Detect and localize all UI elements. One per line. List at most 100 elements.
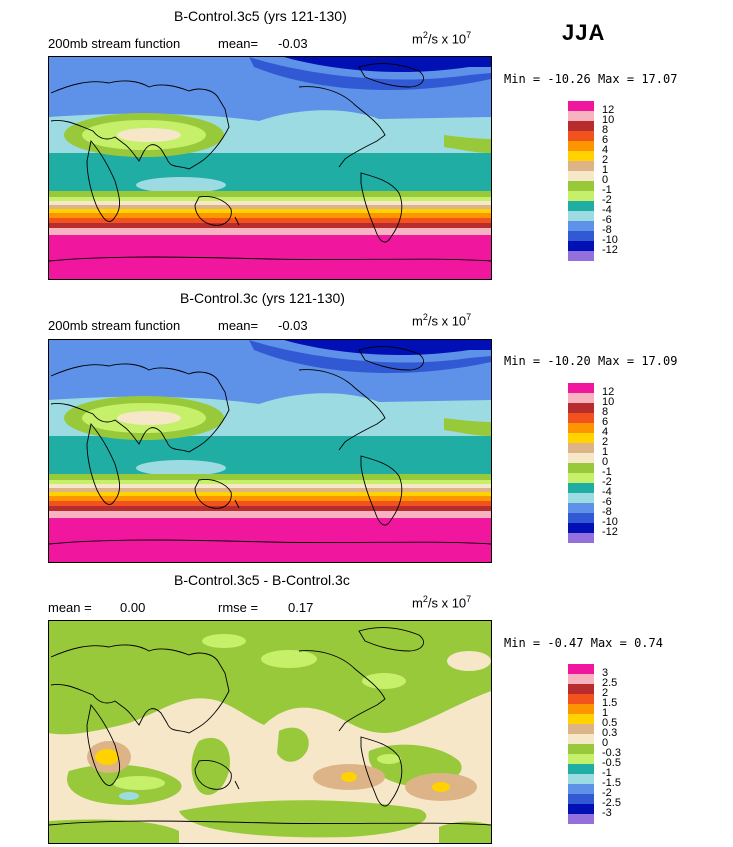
colorbar-swatch — [568, 784, 594, 794]
colorbar-swatch — [568, 111, 594, 121]
panel-2-variable-label: 200mb stream function — [48, 318, 181, 333]
colorbar-swatch — [568, 513, 594, 523]
panel-3-units: m2/s x 107 — [412, 594, 472, 611]
colorbar-label: 2.5 — [602, 677, 618, 689]
colorbar-swatch — [568, 473, 594, 483]
colorbar-swatch — [568, 503, 594, 513]
panel-1-variable-label: 200mb stream function — [48, 36, 181, 51]
panel-1-mean-value: -0.03 — [278, 36, 308, 51]
colorbar-swatch — [568, 523, 594, 533]
colorbar-label: 1 — [602, 707, 609, 719]
colorbar-label: 1.5 — [602, 697, 618, 709]
colorbar-swatch — [568, 403, 594, 413]
panel-2-mean-value: -0.03 — [278, 318, 308, 333]
colorbar-swatch — [568, 161, 594, 171]
panel-3-mean-value: 0.00 — [120, 600, 146, 615]
panel-3-mean-label: mean = — [48, 600, 92, 615]
colorbar-label: 10 — [602, 396, 615, 408]
colorbar-swatch — [568, 101, 594, 111]
colorbar-swatch — [568, 744, 594, 754]
colorbar-label: -1 — [602, 466, 612, 478]
colorbar-label: -1 — [602, 184, 612, 196]
colorbar-swatch — [568, 423, 594, 433]
colorbar-label: -6 — [602, 214, 612, 226]
colorbar-swatch — [568, 463, 594, 473]
colorbar-label: -1.5 — [602, 777, 621, 789]
colorbar-swatch — [568, 191, 594, 201]
colorbar-swatch — [568, 493, 594, 503]
colorbar-swatch — [568, 804, 594, 814]
colorbar-label: -2 — [602, 787, 612, 799]
colorbar-swatch — [568, 181, 594, 191]
colorbar-label: 6 — [602, 416, 609, 428]
colorbar-swatch — [568, 413, 594, 423]
season-label: JJA — [562, 20, 606, 45]
colorbar-label: -0.3 — [602, 747, 621, 759]
colorbar-swatch — [568, 794, 594, 804]
colorbar-label: -4 — [602, 204, 612, 216]
colorbar-swatch — [568, 814, 594, 824]
colorbar-label: -4 — [602, 486, 612, 498]
colorbar-label: 8 — [602, 406, 609, 418]
panel-1-map — [48, 56, 492, 280]
colorbar-swatch — [568, 201, 594, 211]
colorbar-label: 0 — [602, 174, 609, 186]
panel-2-map — [48, 339, 492, 563]
colorbar-label: -10 — [602, 234, 618, 246]
colorbar-label: -8 — [602, 506, 612, 518]
colorbar-swatch — [568, 684, 594, 694]
colorbar-swatch — [568, 533, 594, 543]
panel-3-title: B-Control.3c5 - B-Control.3c — [174, 572, 350, 588]
panel-2-mean-label: mean= — [218, 318, 259, 333]
colorbar-label: -0.5 — [602, 757, 621, 769]
colorbar-swatch — [568, 443, 594, 453]
colorbar-label: 2 — [602, 436, 609, 448]
colorbar-swatch — [568, 714, 594, 724]
colorbar-swatch — [568, 764, 594, 774]
colorbar-label: -2 — [602, 194, 612, 206]
colorbar-label: 1 — [602, 446, 609, 458]
colorbar-swatch — [568, 393, 594, 403]
panel-2-title: B-Control.3c (yrs 121-130) — [180, 290, 345, 306]
colorbar-swatch — [568, 674, 594, 684]
colorbar-label: -6 — [602, 496, 612, 508]
colorbar-swatch — [568, 704, 594, 714]
colorbar-swatch — [568, 734, 594, 744]
colorbar-label: 1 — [602, 164, 609, 176]
panel-1-title: B-Control.3c5 (yrs 121-130) — [174, 8, 347, 24]
colorbar-label: 12 — [602, 386, 615, 398]
colorbar-swatch — [568, 251, 594, 261]
colorbar-swatch — [568, 221, 594, 231]
panel-3-rmse-value: 0.17 — [288, 600, 314, 615]
colorbar-swatch — [568, 754, 594, 764]
colorbar-label: 0.5 — [602, 717, 618, 729]
colorbar-swatch — [568, 664, 594, 674]
panel-1-colorbar: 12 10 8 6 4 2 1 0 -1 -2 -4 -6 -8 -10 -12 — [568, 101, 618, 271]
colorbar-swatch — [568, 151, 594, 161]
panel-3-colorbar: 3 2.5 2 1.5 1 0.5 0.3 0 -0.3 -0.5 -1 -1.… — [568, 664, 621, 834]
colorbar-swatch — [568, 774, 594, 784]
panel-3-map — [48, 620, 492, 844]
colorbar-swatch — [568, 453, 594, 463]
panel-1-min-max: Min = -10.26 Max = 17.07 — [504, 72, 678, 86]
colorbar-swatch — [568, 171, 594, 181]
colorbar-label: 3 — [602, 667, 609, 679]
colorbar-label: 2 — [602, 687, 609, 699]
colorbar-swatch — [568, 211, 594, 221]
panel-3-rmse-label: rmse = — [218, 600, 259, 615]
colorbar-label: 4 — [602, 144, 609, 156]
colorbar-label: 0.3 — [602, 727, 618, 739]
panel-2-min-max: Min = -10.20 Max = 17.09 — [504, 354, 678, 368]
colorbar-swatch — [568, 121, 594, 131]
colorbar-swatch — [568, 383, 594, 393]
colorbar-label: 0 — [602, 456, 609, 468]
colorbar-label: -12 — [602, 244, 618, 256]
panel-3-min-max: Min = -0.47 Max = 0.74 — [504, 636, 663, 650]
colorbar-label: -2.5 — [602, 797, 621, 809]
panel-1-units: m2/s x 107 — [412, 30, 472, 47]
panel-1-mean-label: mean= — [218, 36, 259, 51]
colorbar-label: 4 — [602, 426, 609, 438]
colorbar-label: 0 — [602, 737, 609, 749]
colorbar-swatch — [568, 241, 594, 251]
colorbar-label: 6 — [602, 134, 609, 146]
